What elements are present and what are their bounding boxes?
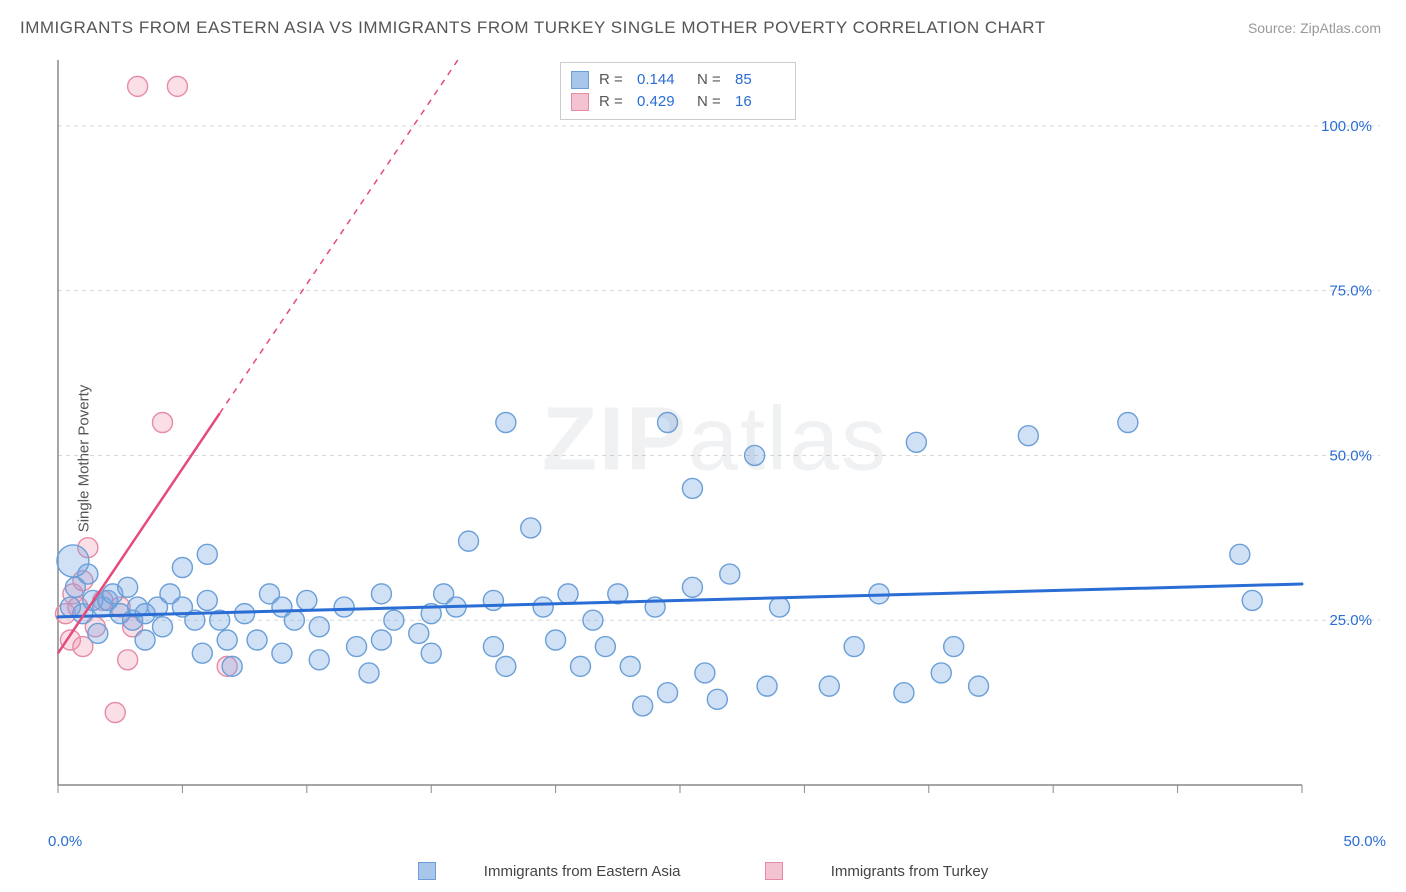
chart-title: IMMIGRANTS FROM EASTERN ASIA VS IMMIGRAN… — [20, 18, 1046, 38]
stat-n-value-0: 85 — [735, 69, 785, 91]
stat-r-value-0: 0.144 — [637, 69, 687, 91]
source-label: Source: ZipAtlas.com — [1248, 20, 1381, 36]
stat-r-label: R = — [599, 91, 627, 113]
legend-item-0: Immigrants from Eastern Asia — [398, 862, 701, 880]
svg-text:75.0%: 75.0% — [1329, 283, 1372, 300]
chart-area: 25.0%50.0%75.0%100.0% ZIPatlas — [50, 55, 1380, 825]
legend-label-1: Immigrants from Turkey — [831, 863, 989, 880]
stat-n-label: N = — [697, 69, 725, 91]
legend-item-1: Immigrants from Turkey — [745, 862, 1009, 880]
x-tick-label: 50.0% — [1343, 833, 1386, 850]
legend-label-0: Immigrants from Eastern Asia — [484, 863, 681, 880]
bottom-legend: Immigrants from Eastern Asia Immigrants … — [0, 862, 1406, 884]
x-tick-label: 0.0% — [48, 833, 82, 850]
svg-text:50.0%: 50.0% — [1329, 447, 1372, 464]
swatch-series-1 — [765, 862, 783, 880]
swatch-series-1 — [571, 93, 589, 111]
legend-stats-row: R = 0.144 N = 85 — [571, 69, 785, 91]
legend-stats-row: R = 0.429 N = 16 — [571, 91, 785, 113]
stat-n-value-1: 16 — [735, 91, 785, 113]
swatch-series-0 — [571, 71, 589, 89]
stat-r-value-1: 0.429 — [637, 91, 687, 113]
svg-text:25.0%: 25.0% — [1329, 612, 1372, 629]
stat-r-label: R = — [599, 69, 627, 91]
svg-text:100.0%: 100.0% — [1321, 118, 1372, 135]
swatch-series-0 — [418, 862, 436, 880]
stat-n-label: N = — [697, 91, 725, 113]
chart-svg: 25.0% 50.0% 75.0% 100.0% — [50, 55, 1380, 825]
legend-stats-box: R = 0.144 N = 85 R = 0.429 N = 16 — [560, 62, 796, 120]
